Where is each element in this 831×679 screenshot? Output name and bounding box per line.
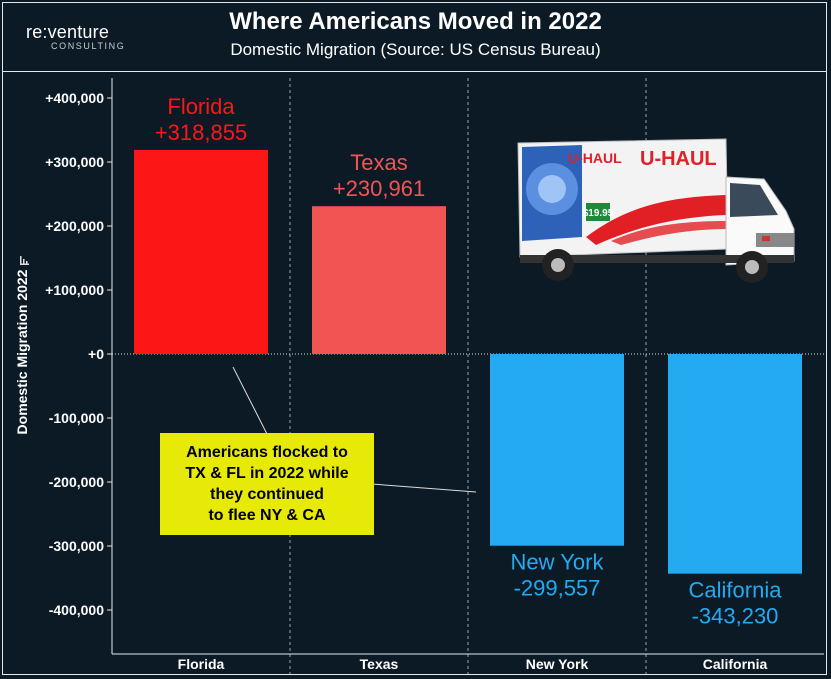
price-badge: $19.95 xyxy=(583,208,614,219)
annotation-connector-florida xyxy=(232,366,269,437)
y-tick-label: -400,000 xyxy=(49,602,104,618)
data-label-name: Florida xyxy=(167,94,235,119)
y-tick-label: +300,000 xyxy=(45,154,104,170)
y-tick-label: -100,000 xyxy=(49,410,104,426)
uhaul-truck-image: U-HAUL U-HAUL $19.95 xyxy=(517,138,795,283)
x-tick-label: New York xyxy=(526,656,589,672)
bar-texas xyxy=(312,206,446,354)
header xyxy=(2,2,827,72)
annotation-line: TX & FL in 2022 while xyxy=(185,465,349,482)
x-axis: Florida Texas New York California xyxy=(178,656,768,672)
x-tick-label: Florida xyxy=(178,656,225,672)
y-tick-label: +100,000 xyxy=(45,282,104,298)
data-label-name: California xyxy=(689,578,783,603)
uhaul-brand-small: U-HAUL xyxy=(568,150,622,166)
logo-tagline: CONSULTING xyxy=(51,41,126,51)
bar-california xyxy=(668,354,802,574)
annotation-line: they continued xyxy=(210,486,324,503)
y-tick-label: +0 xyxy=(88,346,104,362)
uhaul-brand-large: U-HAUL xyxy=(640,148,717,170)
ylabel-filter-icon xyxy=(20,256,29,265)
annotation-line: to flee NY & CA xyxy=(208,507,326,524)
data-label-value: -343,230 xyxy=(692,604,779,629)
chart-title: Where Americans Moved in 2022 xyxy=(229,8,602,35)
data-label-name: Texas xyxy=(350,150,407,175)
annotation-line: Americans flocked to xyxy=(186,444,348,461)
y-tick-label: +400,000 xyxy=(45,90,104,106)
logo-wordmark: re:venture xyxy=(26,22,110,42)
data-label-value: +230,961 xyxy=(333,176,425,201)
y-tick-label: +200,000 xyxy=(45,218,104,234)
bar-new-york xyxy=(490,354,624,546)
x-tick-label: California xyxy=(703,656,768,672)
chart-subtitle: Domestic Migration (Source: US Census Bu… xyxy=(230,40,601,59)
data-label-name: New York xyxy=(511,550,605,575)
x-tick-label: Texas xyxy=(360,656,399,672)
annotation-connector-newyork xyxy=(371,483,477,493)
bar-florida xyxy=(134,149,268,354)
annotation-callout: Americans flocked to TX & FL in 2022 whi… xyxy=(160,433,374,535)
bars xyxy=(134,149,802,574)
y-tick-label: -200,000 xyxy=(49,474,104,490)
y-axis: +400,000 +300,000 +200,000 +100,000 +0 -100,0… xyxy=(45,78,824,655)
y-axis-title: Domestic Migration 2022 xyxy=(14,269,30,434)
data-labels: Florida+318,855 Texas+230,961 New York-299… xyxy=(155,94,782,629)
y-tick-label: -300,000 xyxy=(49,538,104,554)
data-label-value: -299,557 xyxy=(514,576,601,601)
data-label-value: +318,855 xyxy=(155,120,247,145)
